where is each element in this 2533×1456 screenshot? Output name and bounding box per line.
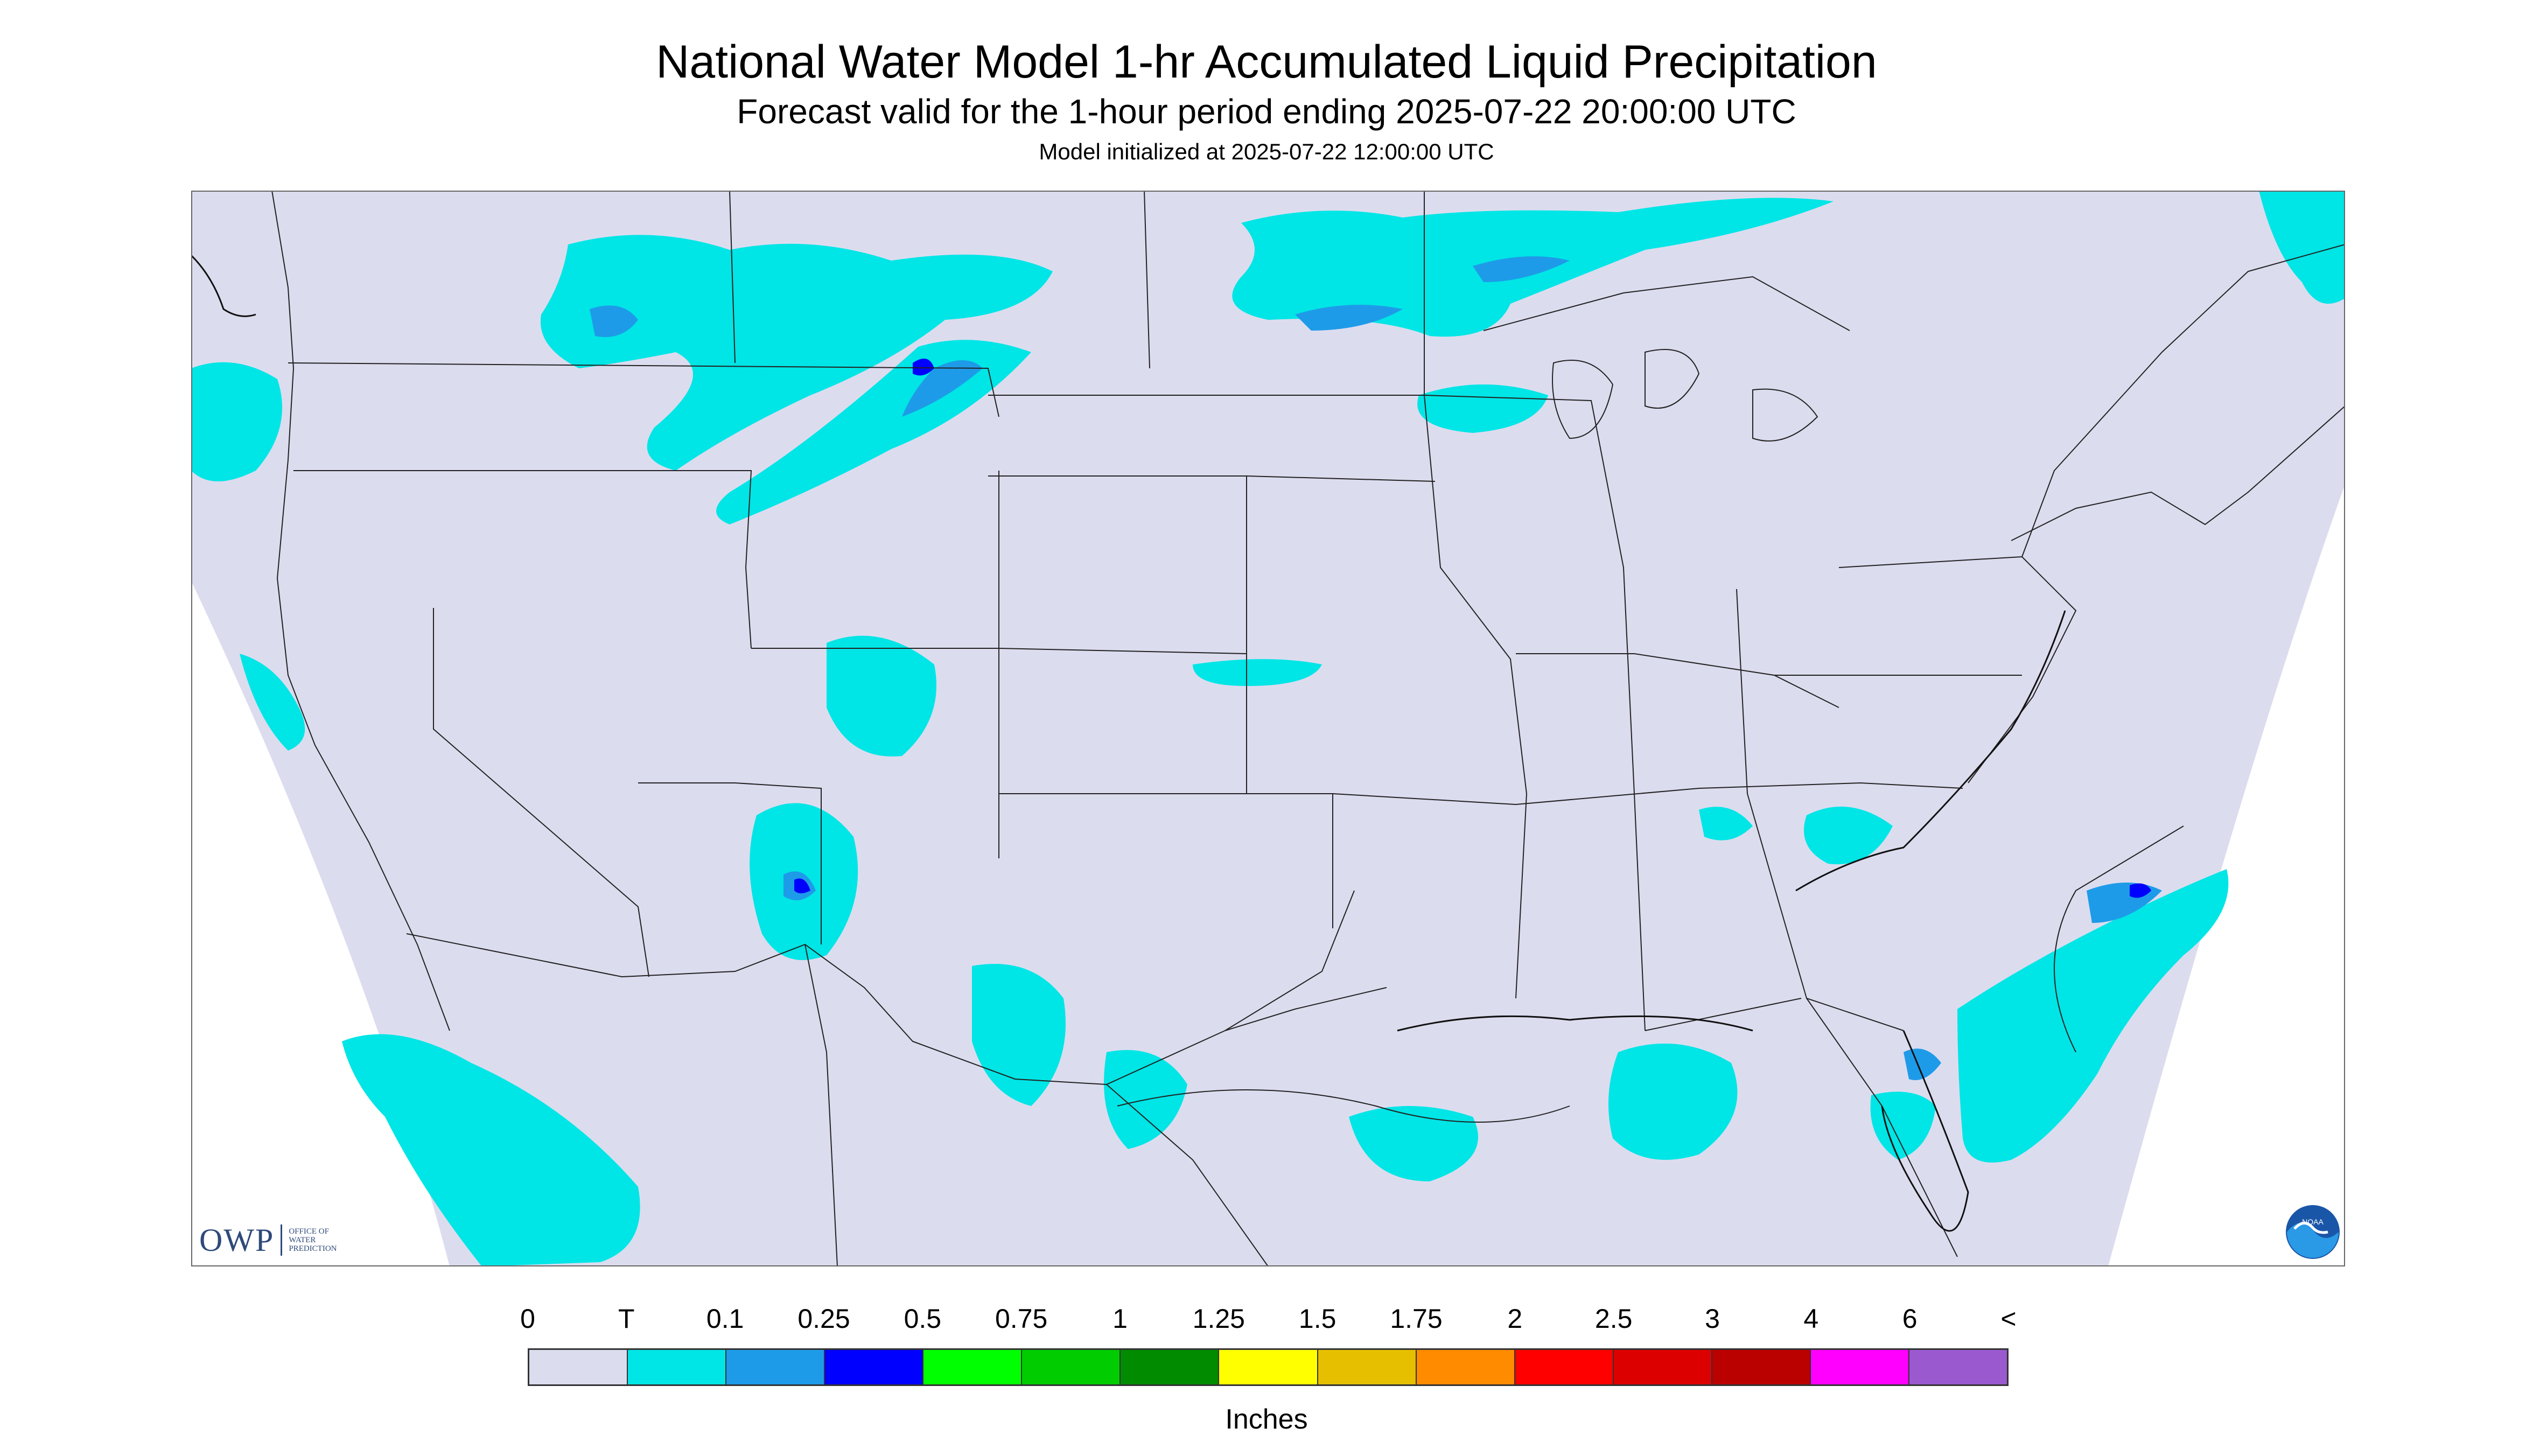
political-boundaries — [271, 191, 2345, 1266]
legend-color-box — [1613, 1350, 1712, 1384]
legend-color-box — [1022, 1350, 1121, 1384]
legend-tick: 6 — [1902, 1304, 1918, 1334]
legend-tick: 1.75 — [1390, 1304, 1443, 1334]
coastline — [191, 254, 2066, 1232]
owp-logo-text: OWP — [199, 1222, 275, 1258]
legend-color-box — [1515, 1350, 1614, 1384]
legend-tick: 2 — [1507, 1304, 1523, 1334]
legend-tick: 2.5 — [1594, 1304, 1633, 1334]
precipitation-map — [191, 191, 2345, 1266]
svg-text:NOAA: NOAA — [2302, 1217, 2324, 1226]
legend-color-box — [628, 1350, 727, 1384]
map-frame — [191, 191, 2345, 1266]
legend-tick: < — [2000, 1304, 2017, 1334]
legend-color-box — [726, 1350, 825, 1384]
legend-tick: 0.75 — [995, 1304, 1048, 1334]
legend-color-box — [1712, 1350, 1811, 1384]
legend-color-box — [1121, 1350, 1220, 1384]
precipitation-color-legend — [528, 1348, 2009, 1386]
heavy-precipitation-areas — [794, 359, 2151, 898]
model-init-line: Model initialized at 2025-07-22 12:00:00… — [1039, 139, 1494, 164]
legend-tick: 0 — [520, 1304, 535, 1334]
map-title: National Water Model 1-hr Accumulated Li… — [656, 36, 1877, 88]
legend-color-box — [1810, 1350, 1909, 1384]
legend-color-box — [1909, 1350, 2007, 1384]
owp-logo-divider — [281, 1224, 283, 1256]
map-subtitle: Forecast valid for the 1-hour period end… — [737, 92, 1796, 131]
legend-units-label: Inches — [1225, 1404, 1308, 1435]
legend-tick: 0.5 — [904, 1304, 942, 1334]
legend-color-box — [825, 1350, 924, 1384]
legend-tick: T — [618, 1304, 635, 1334]
legend-color-box — [529, 1350, 628, 1384]
legend-color-box — [923, 1350, 1023, 1384]
owp-logo: OWP OFFICE OF WATER PREDICTION — [199, 1221, 337, 1259]
legend-tick: 4 — [1803, 1304, 1819, 1334]
owp-logo-subtext: OFFICE OF WATER PREDICTION — [289, 1227, 337, 1253]
legend-tick: 1 — [1112, 1304, 1128, 1334]
precipitation-areas — [191, 191, 2345, 1266]
legend-tick: 0.1 — [706, 1304, 744, 1334]
legend-tick: 3 — [1705, 1304, 1720, 1334]
legend-tick: 0.25 — [797, 1304, 850, 1334]
legend-color-box — [1318, 1350, 1417, 1384]
legend-tick: 1.5 — [1298, 1304, 1337, 1334]
legend-tick: 1.25 — [1192, 1304, 1245, 1334]
legend-color-box — [1416, 1350, 1515, 1384]
legend-color-box — [1219, 1350, 1318, 1384]
noaa-logo-icon: NOAA — [2286, 1205, 2340, 1259]
